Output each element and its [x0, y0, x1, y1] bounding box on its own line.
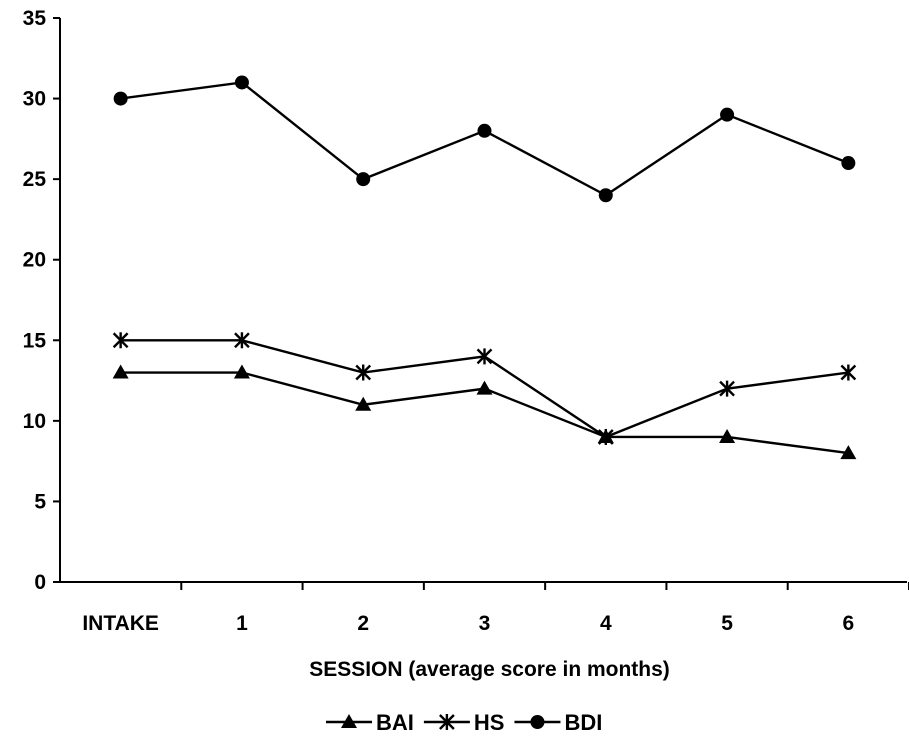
data-point-bdi [477, 123, 492, 138]
data-point-hs [840, 364, 857, 381]
y-tick-label: 5 [34, 490, 46, 513]
chart-legend: BAI HS BDI [326, 710, 602, 735]
data-point-bdi [113, 91, 128, 106]
x-tick-label: 3 [479, 612, 491, 635]
x-axis-ticks: INTAKE 1 2 3 4 5 6 [82, 582, 909, 635]
legend-label-bdi: BDI [564, 710, 602, 735]
x-tick-label: 4 [600, 612, 612, 635]
x-tick-label: 5 [721, 612, 733, 635]
y-tick-label: 10 [23, 410, 46, 433]
y-tick-label: 30 [23, 88, 46, 111]
data-point-hs [234, 332, 250, 349]
series-bdi [113, 75, 856, 203]
data-point-bai [355, 396, 372, 411]
data-point-bdi [720, 107, 735, 122]
data-point-bai [233, 364, 250, 379]
data-point-bdi [598, 188, 613, 203]
x-axis-title: SESSION (average score in months) [309, 658, 670, 681]
y-tick-label: 25 [23, 168, 47, 191]
legend-item-hs: HS [423, 710, 505, 735]
chart-axes [59, 18, 907, 583]
y-tick-label: 0 [34, 571, 46, 594]
legend-item-bai: BAI [326, 710, 414, 735]
legend-label-hs: HS [474, 710, 505, 735]
data-point-hs [112, 332, 129, 349]
data-point-hs [476, 348, 493, 365]
legend-marker-hs [439, 714, 455, 730]
data-point-bai [476, 380, 493, 395]
y-tick-label: 35 [23, 7, 47, 30]
data-point-bai [840, 445, 857, 460]
data-point-bai [719, 428, 736, 443]
data-point-bdi [841, 156, 856, 171]
data-point-bdi [234, 75, 249, 90]
chart-series [112, 75, 857, 460]
series-hs [112, 332, 857, 445]
legend-item-bdi: BDI [514, 710, 602, 735]
y-tick-label: 15 [23, 329, 47, 352]
series-line-bdi [120, 81, 849, 197]
legend-marker-bdi [530, 715, 545, 729]
legend-marker-bai [341, 714, 357, 728]
y-axis-ticks: 0 5 10 15 20 25 30 35 [23, 7, 60, 594]
legend-label-bai: BAI [376, 710, 414, 735]
x-tick-label: 1 [236, 612, 248, 635]
data-point-bdi [356, 172, 371, 187]
x-tick-label: INTAKE [82, 612, 159, 635]
data-point-hs [355, 364, 372, 381]
x-tick-label: 2 [357, 612, 369, 635]
data-point-bai [112, 364, 129, 379]
x-tick-label: 6 [843, 612, 855, 635]
y-tick-label: 20 [23, 249, 46, 272]
data-point-hs [719, 380, 735, 397]
data-point-hs [597, 428, 614, 445]
series-bai [112, 364, 857, 460]
